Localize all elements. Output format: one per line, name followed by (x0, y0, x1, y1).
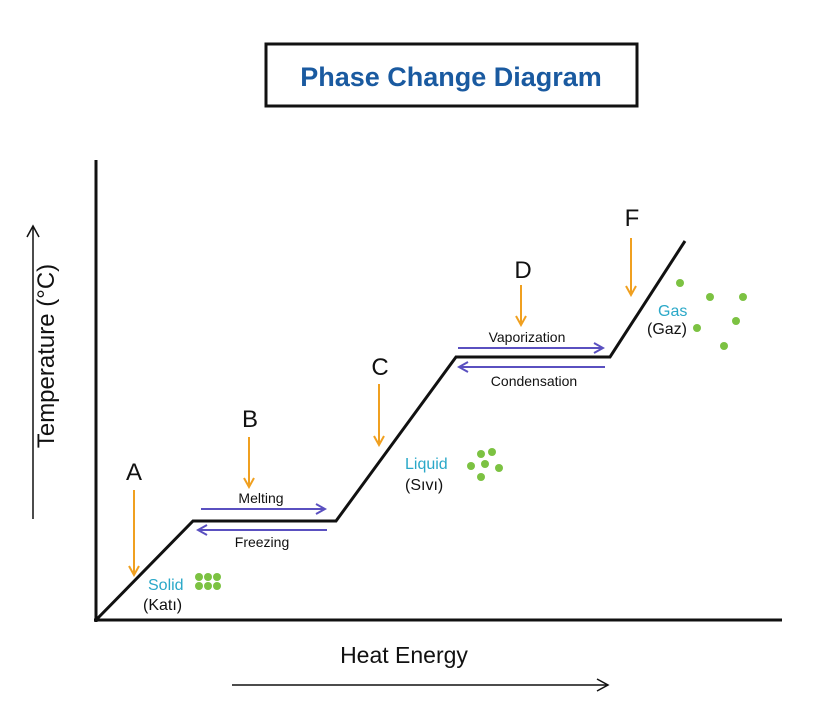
x-axis-label: Heat Energy (340, 642, 468, 668)
heating-curve (94, 240, 687, 622)
condensation-label: Condensation (491, 373, 577, 389)
title-box: Phase Change Diagram (264, 42, 639, 108)
liquid-particles-icon (467, 448, 503, 481)
point-c-label: C (371, 354, 388, 381)
melting-label: Melting (238, 490, 283, 506)
y-axis-label: Temperature (°C) (33, 264, 60, 448)
solid-label: Solid (148, 577, 184, 594)
gas-label: Gas (658, 303, 687, 320)
point-d-label: D (514, 257, 531, 284)
point-b-label: B (242, 406, 258, 433)
point-a-label: A (126, 459, 142, 486)
diagram-title: Phase Change Diagram (300, 62, 602, 92)
solid-particles-icon (195, 573, 221, 590)
solid-translation: (Katı) (143, 597, 182, 614)
point-f-label: F (625, 205, 640, 232)
gas-particles-icon (676, 279, 747, 350)
freezing-label: Freezing (235, 534, 289, 550)
liquid-label: Liquid (405, 456, 448, 473)
vaporization-label: Vaporization (489, 329, 566, 345)
gas-translation: (Gaz) (647, 321, 687, 338)
liquid-translation: (Sıvı) (405, 477, 443, 494)
